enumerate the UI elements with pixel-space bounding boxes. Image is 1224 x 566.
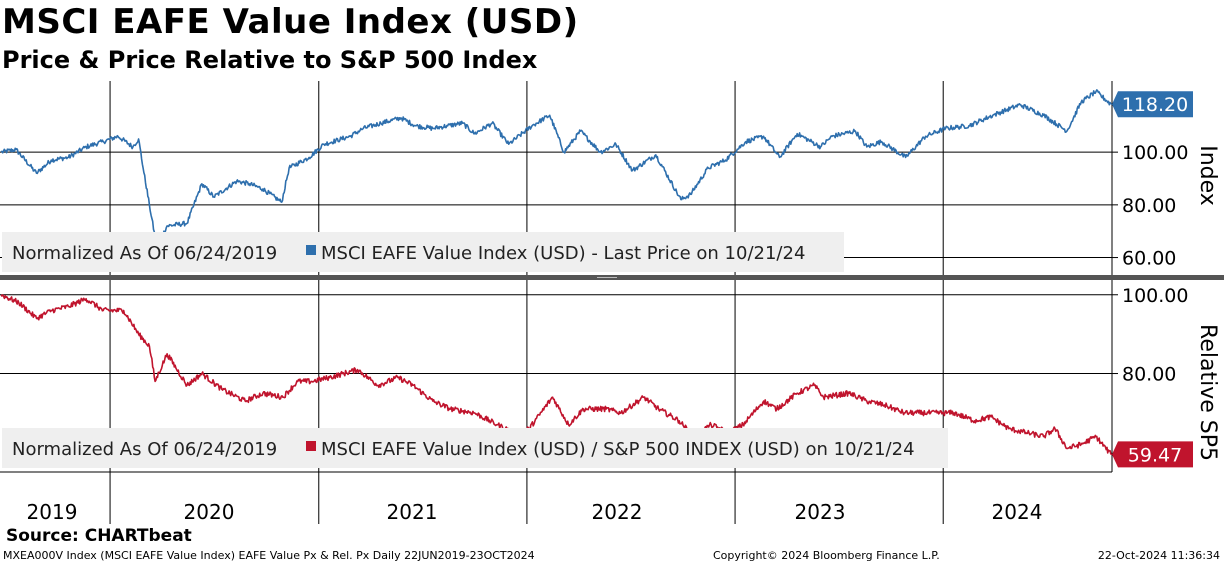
footer-copyright: Copyright© 2024 Bloomberg Finance L.P.	[713, 549, 940, 562]
y-tick-label: 100.00	[1122, 142, 1188, 164]
footer-timestamp: 22-Oct-2024 11:36:34	[1097, 549, 1220, 562]
x-tick-label: 2021	[387, 500, 438, 524]
y-tick-label: 80.00	[1122, 195, 1176, 217]
series-line	[0, 294, 1112, 455]
y-tick-label: 60.00	[1122, 248, 1176, 270]
source-note: Source: CHARTbeat	[6, 526, 192, 546]
series-line	[0, 89, 1112, 248]
x-tick-label: 2024	[992, 500, 1043, 524]
chart-title: MSCI EAFE Value Index (USD)	[2, 2, 579, 42]
legend-prefix: Normalized As Of 06/24/2019	[12, 439, 277, 460]
last-value-label: 59.47	[1128, 444, 1182, 466]
last-value-tag	[1112, 441, 1193, 468]
y-axis-title: Relative SP5	[1195, 324, 1220, 461]
legend-box	[2, 232, 844, 272]
y-tick-label: 100.00	[1122, 285, 1188, 307]
legend-entry: MSCI EAFE Value Index (USD) / S&P 500 IN…	[321, 439, 915, 460]
x-tick-label: 2023	[795, 500, 846, 524]
legend-box	[2, 428, 948, 468]
legend-swatch	[306, 245, 316, 255]
legend-swatch	[306, 441, 316, 451]
x-tick-label: 2019	[27, 500, 78, 524]
legend-entry: MSCI EAFE Value Index (USD) - Last Price…	[321, 243, 805, 264]
last-value-tag	[1112, 91, 1193, 118]
y-axis-title: Index	[1195, 145, 1220, 206]
x-tick-label: 2022	[592, 500, 643, 524]
last-value-label: 118.20	[1122, 94, 1188, 116]
y-tick-label: 80.00	[1122, 364, 1176, 386]
footer-description: MXEA000V Index (MSCI EAFE Value Index) E…	[3, 549, 535, 562]
x-tick-label: 2020	[184, 500, 235, 524]
chart-subtitle: Price & Price Relative to S&P 500 Index	[2, 46, 538, 74]
legend-prefix: Normalized As Of 06/24/2019	[12, 243, 277, 264]
